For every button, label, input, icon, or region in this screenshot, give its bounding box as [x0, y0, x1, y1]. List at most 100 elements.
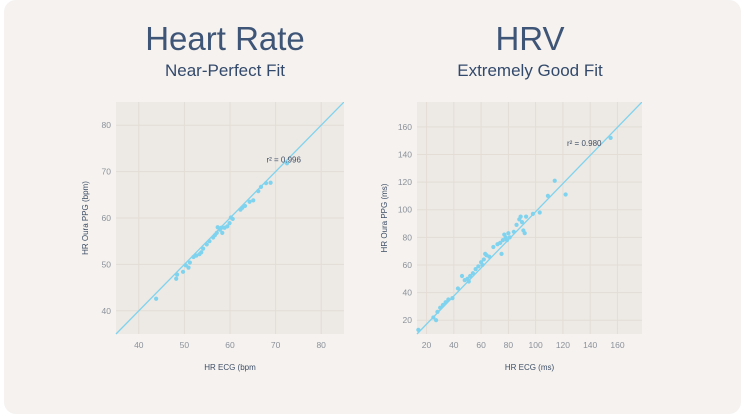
- panel-1-title: Heart Rate: [145, 20, 305, 57]
- hrv-y-tick-label: 20: [403, 315, 413, 325]
- hr-data-point: [199, 250, 204, 255]
- hr-data-point: [174, 276, 179, 281]
- hr-data-point: [175, 272, 180, 277]
- hrv-data-point: [523, 214, 529, 219]
- hrv-x-tick-label: 100: [529, 340, 543, 350]
- hrv-data-point: [563, 192, 568, 197]
- hr-data-point: [154, 296, 159, 301]
- hrv-data-point: [530, 211, 536, 216]
- hr-data-point: [227, 221, 232, 226]
- hrv-data-point: [435, 309, 440, 315]
- hrv-data-point: [522, 231, 527, 236]
- hrv-data-point: [431, 315, 436, 320]
- hr-y-tick-label: 70: [102, 167, 112, 177]
- hrv-data-point: [470, 271, 476, 276]
- hrv-data-point: [499, 251, 504, 257]
- hr-data-point: [200, 246, 206, 251]
- hr-y-tick-label: 40: [102, 306, 112, 316]
- hrv-data-point: [514, 222, 519, 228]
- hrv-y-tick-label: 140: [398, 149, 412, 159]
- hr-data-point: [180, 269, 186, 274]
- hr-data-point: [204, 242, 209, 247]
- hrv-y-axis-label: HR Oura PPG (ms): [380, 183, 389, 252]
- hr-data-point: [194, 253, 199, 258]
- hrv-data-point: [487, 254, 492, 259]
- hrv-fit-line: [416, 102, 642, 335]
- hrv-r-squared-annotation: r² = 0.980: [567, 139, 602, 148]
- hr-data-point: [251, 198, 256, 203]
- hr-data-point: [258, 184, 264, 190]
- panel-2-subtitle: Extremely Good Fit: [457, 61, 603, 80]
- hrv-x-tick-label: 60: [476, 340, 486, 350]
- hr-y-tick-label: 60: [102, 213, 112, 223]
- hr-data-point: [242, 203, 248, 209]
- hrv-data-point: [608, 135, 613, 141]
- hrv-x-tick-label: 20: [422, 340, 432, 350]
- hrv-data-point: [473, 266, 478, 272]
- hrv-data-point: [433, 318, 439, 323]
- hrv-y-tick-label: 40: [403, 288, 413, 298]
- hr-data-point: [183, 263, 188, 268]
- hr-y-tick-label: 50: [102, 259, 112, 269]
- hr-data-point: [186, 265, 191, 270]
- hrv-x-tick-label: 120: [556, 340, 570, 350]
- hrv-y-tick-label: 80: [403, 232, 413, 242]
- hr-data-point: [230, 216, 235, 222]
- hr-data-point: [225, 224, 230, 229]
- hrv-y-tick-label: 120: [398, 177, 412, 187]
- hr-x-tick-label: 80: [316, 340, 326, 350]
- hr-data-point: [256, 188, 261, 194]
- hr-data-point: [219, 225, 224, 230]
- hrv-data-point: [545, 193, 551, 199]
- hrv-data-point: [507, 235, 512, 240]
- hrv-data-point: [537, 210, 542, 215]
- hr-r-squared-annotation: r² = 0.996: [266, 155, 301, 164]
- hrv-data-point: [518, 214, 523, 219]
- hr-x-tick-label: 70: [271, 340, 281, 350]
- hrv-x-tick-label: 80: [504, 340, 514, 350]
- hrv-data-point: [466, 279, 471, 284]
- hrv-data-point: [506, 231, 511, 236]
- hrv-x-tick-label: 160: [610, 340, 624, 350]
- hrv-y-tick-label: 100: [398, 205, 412, 215]
- hr-data-point: [263, 181, 269, 186]
- hrv-x-tick-label: 140: [583, 340, 597, 350]
- hrv-data-point: [446, 297, 451, 302]
- hrv-x-tick-label: 40: [449, 340, 459, 350]
- hr-data-point: [214, 230, 219, 235]
- hr-x-tick-label: 50: [180, 340, 190, 350]
- hrv-data-point: [440, 302, 446, 308]
- hrv-data-point: [480, 262, 485, 268]
- hr-data-point: [187, 260, 192, 265]
- hrv-x-axis-label: HR ECG (ms): [505, 363, 555, 372]
- hrv-data-point: [438, 305, 443, 310]
- hr-data-point: [220, 230, 225, 235]
- hrv-data-point: [552, 178, 557, 183]
- hrv-y-tick-label: 160: [398, 122, 412, 132]
- hr-y-tick-label: 80: [102, 120, 112, 130]
- hrv-data-point: [450, 295, 455, 301]
- hrv-data-point: [481, 257, 486, 262]
- hrv-data-point: [504, 237, 510, 243]
- hr-x-axis-label: HR ECG (bpm: [204, 363, 256, 372]
- hrv-data-point: [511, 229, 516, 234]
- hrv-data-point: [416, 327, 421, 332]
- hrv-data-point: [476, 264, 481, 269]
- hrv-data-point: [498, 240, 503, 245]
- hr-data-point: [268, 180, 273, 185]
- hrv-data-point: [468, 273, 473, 279]
- hrv-data-point: [491, 244, 496, 250]
- hr-x-tick-label: 40: [134, 340, 144, 350]
- hrv-data-point: [455, 286, 461, 291]
- hrv-y-tick-label: 60: [403, 260, 413, 270]
- hrv-data-point: [443, 300, 448, 305]
- hrv-data-point: [500, 237, 506, 243]
- panel-2-title: HRV: [495, 20, 565, 57]
- hr-data-point: [247, 199, 252, 204]
- hr-data-point: [284, 161, 290, 166]
- panel-1-subtitle: Near-Perfect Fit: [165, 61, 285, 80]
- hr-data-point: [207, 239, 212, 244]
- hrv-data-point: [519, 220, 525, 225]
